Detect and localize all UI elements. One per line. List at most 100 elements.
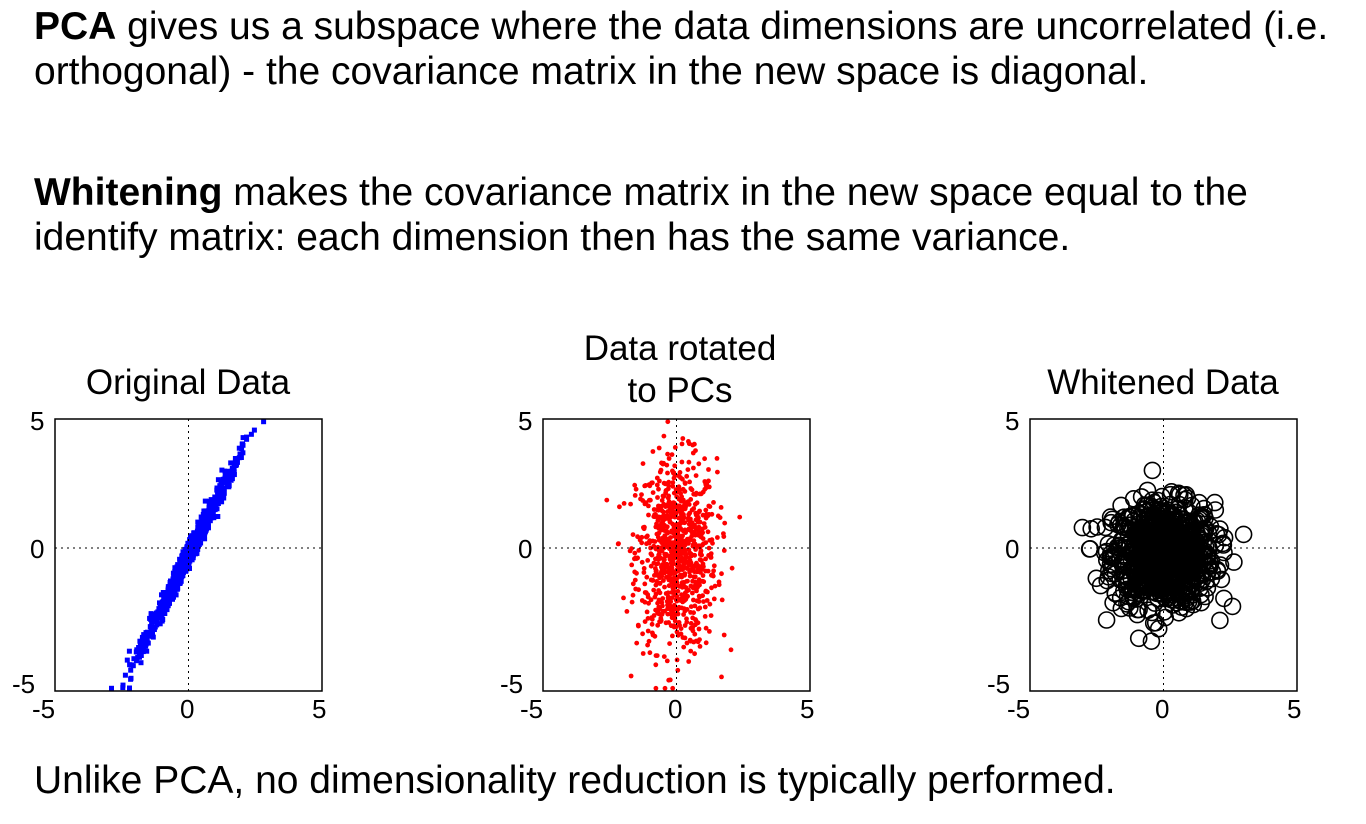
scatter-point: [697, 579, 702, 585]
scatter-point: [635, 534, 640, 540]
scatter-point: [678, 504, 684, 510]
scatter-point: [685, 467, 691, 472]
scatter-point: [702, 604, 708, 610]
scatter-point: [240, 435, 246, 441]
scatter-point: [702, 479, 708, 484]
scatter-point: [676, 496, 682, 502]
scatter-point: [200, 512, 206, 517]
scatter-point: [715, 535, 720, 540]
scatter-point: [695, 639, 701, 645]
scatter-point: [188, 534, 193, 540]
scatter-point: [664, 552, 669, 557]
scatter-point: [692, 441, 697, 447]
scatter-point: [647, 538, 653, 543]
scatter-point: [679, 508, 684, 514]
scatter-point: [681, 606, 687, 611]
scatter-point: [683, 554, 689, 560]
scatter-point: [195, 539, 201, 545]
chart-3-xtick-right: 5: [1287, 694, 1301, 724]
scatter-point: [185, 551, 191, 557]
scatter-point: [646, 497, 652, 503]
scatter-point: [206, 517, 212, 523]
scatter-point: [621, 501, 627, 506]
scatter-point: [665, 470, 670, 476]
scatter-point: [1139, 548, 1157, 567]
scatter-point: [194, 548, 200, 554]
scatter-point: [647, 650, 653, 656]
scatter-point: [668, 514, 674, 520]
scatter-point: [1155, 588, 1173, 606]
scatter-point: [655, 518, 661, 523]
chart-1-title: Original Data: [38, 362, 338, 404]
scatter-point: [671, 624, 677, 630]
scatter-point: [1180, 551, 1198, 570]
scatter-point: [124, 657, 130, 663]
scatter-point: [693, 525, 698, 531]
scatter-point: [660, 596, 666, 601]
scatter-point: [693, 532, 699, 537]
scatter-point: [684, 473, 690, 479]
chart-2-title: Data rotated to PCs: [530, 328, 830, 412]
scatter-point: [702, 614, 708, 619]
scatter-point: [190, 549, 195, 555]
scatter-point: [632, 569, 638, 575]
scatter-point: [707, 601, 713, 607]
scatter-point: [126, 648, 132, 654]
scatter-point: [1117, 535, 1136, 554]
scatter-point: [225, 483, 230, 489]
scatter-point: [1097, 542, 1116, 561]
scatter-point: [651, 507, 657, 512]
scatter-point: [632, 493, 638, 498]
scatter-point: [212, 506, 218, 512]
scatter-point: [680, 533, 685, 539]
scatter-point: [199, 517, 205, 523]
scatter-point: [151, 627, 157, 632]
chart-3-title: Whitened Data: [1008, 362, 1318, 404]
scatter-point: [1183, 568, 1202, 587]
scatter-point: [187, 537, 193, 543]
scatter-point: [639, 559, 645, 565]
scatter-point: [186, 562, 192, 568]
scatter-point: [693, 473, 699, 478]
scatter-point: [157, 621, 163, 627]
chart-2-ytick-top: 5: [518, 406, 532, 436]
scatter-point: [134, 658, 139, 664]
scatter-point: [222, 480, 228, 485]
scatter-point: [680, 497, 686, 503]
scatter-point: [164, 606, 170, 612]
scatter-point: [712, 583, 718, 589]
whitening-description: makes the covariance matrix in the new s…: [34, 171, 1248, 259]
scatter-point: [655, 555, 661, 560]
scatter-point: [240, 450, 246, 456]
scatter-point: [702, 524, 708, 530]
scatter-point: [670, 685, 676, 691]
scatter-point: [215, 494, 221, 500]
scatter-point: [681, 644, 687, 650]
scatter-point: [165, 603, 171, 609]
scatter-point: [1192, 593, 1210, 612]
scatter-point: [642, 483, 648, 489]
scatter-point: [674, 521, 680, 527]
scatter-point: [1091, 576, 1110, 595]
scatter-point: [218, 479, 224, 485]
chart-2-title-line-1: Data rotated: [583, 329, 777, 368]
scatter-point: [1099, 535, 1118, 553]
scatter-point: [667, 641, 672, 646]
scatter-point: [701, 599, 706, 604]
scatter-point: [729, 565, 735, 571]
scatter-point: [671, 475, 677, 481]
scatter-point: [170, 586, 176, 592]
scatter-point: [653, 569, 659, 574]
scatter-point: [686, 547, 692, 553]
chart-3-xtick-left: -5: [1007, 694, 1030, 724]
scatter-point: [686, 517, 691, 523]
scatter-point: [697, 552, 703, 557]
scatter-point: [691, 506, 697, 511]
whitening-term: Whitening: [34, 171, 223, 214]
scatter-point: [184, 544, 190, 550]
scatter-point: [214, 487, 220, 493]
scatter-point: [632, 482, 638, 488]
scatter-point: [1179, 535, 1197, 553]
scatter-point: [1073, 518, 1092, 537]
scatter-point: [703, 507, 709, 513]
